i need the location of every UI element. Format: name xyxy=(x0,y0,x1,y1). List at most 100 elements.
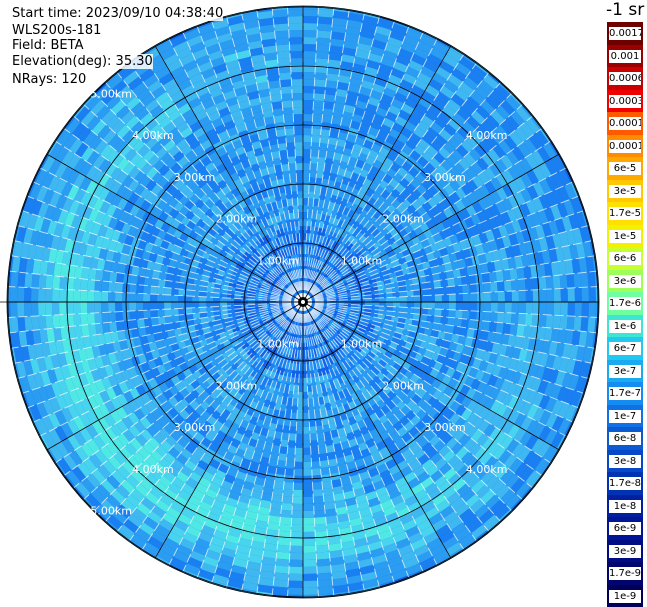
range-gate-cell xyxy=(271,357,278,365)
range-gate-cell xyxy=(259,570,275,580)
range-gate-cell xyxy=(402,519,417,532)
range-gate-cell xyxy=(171,459,185,472)
range-gate-cell xyxy=(215,523,230,535)
range-gate-cell xyxy=(401,328,411,337)
range-gate-cell xyxy=(289,319,294,327)
range-gate-cell xyxy=(293,482,303,490)
range-gate-cell xyxy=(280,86,293,95)
range-gate-cell xyxy=(378,302,386,307)
range-gate-cell xyxy=(498,366,509,380)
range-gate-cell xyxy=(331,339,338,347)
range-gate-cell xyxy=(508,357,519,371)
range-gate-cell xyxy=(10,286,18,302)
range-gate-cell xyxy=(539,302,547,315)
range-gate-cell xyxy=(349,474,362,484)
range-gate-cell xyxy=(59,276,68,290)
range-gate-cell xyxy=(330,348,337,356)
range-gate-cell xyxy=(324,87,337,96)
range-gate-cell xyxy=(330,556,345,566)
range-gate-cell xyxy=(108,311,116,323)
range-gate-cell xyxy=(322,108,334,117)
range-gate-cell xyxy=(369,358,379,367)
range-gate-cell xyxy=(122,302,130,312)
range-gate-cell xyxy=(24,287,32,302)
range-gate-cell xyxy=(243,451,254,461)
range-gate-cell xyxy=(303,16,318,24)
range-gate-cell xyxy=(279,403,287,412)
range-gate-cell xyxy=(102,322,111,334)
range-gate-cell xyxy=(290,58,303,66)
range-gate-cell xyxy=(400,375,410,386)
range-gate-cell xyxy=(309,419,317,427)
range-gate-cell xyxy=(186,556,203,569)
range-gate-cell xyxy=(242,363,251,372)
range-gate-cell xyxy=(425,464,439,477)
range-gate-cell xyxy=(163,452,176,465)
range-gate-cell xyxy=(375,440,387,451)
range-gate-cell xyxy=(309,163,318,171)
range-gate-cell xyxy=(372,375,382,385)
range-gate-cell xyxy=(270,501,282,510)
range-gate-cell xyxy=(384,549,401,561)
range-gate-cell xyxy=(492,445,507,460)
range-gate-cell xyxy=(333,315,341,321)
range-gate-cell xyxy=(503,453,518,469)
range-gate-cell xyxy=(281,502,293,511)
range-gate-cell xyxy=(427,288,435,296)
range-gate-cell xyxy=(404,318,413,326)
range-gate-cell xyxy=(325,444,335,454)
range-gate-cell xyxy=(313,495,325,504)
range-gate-cell xyxy=(223,540,238,552)
range-gate-cell xyxy=(335,506,348,516)
range-gate-cell xyxy=(403,556,420,569)
range-gate-cell xyxy=(313,100,325,109)
range-gate-cell xyxy=(475,465,490,480)
range-gate-cell xyxy=(299,363,303,371)
range-gate-cell xyxy=(303,426,310,434)
range-gate-cell xyxy=(315,316,322,323)
range-gate-cell xyxy=(355,389,364,399)
range-gate-cell xyxy=(109,271,118,283)
range-gate-cell xyxy=(303,566,318,574)
range-gate-cell xyxy=(454,318,463,327)
range-gate-cell xyxy=(291,524,303,532)
range-gate-cell xyxy=(450,497,466,511)
range-gate-cell xyxy=(280,353,286,361)
range-gate-cell xyxy=(94,302,102,313)
range-gate-cell xyxy=(484,341,494,353)
range-gate-cell xyxy=(294,135,303,143)
range-gate-cell xyxy=(570,390,582,407)
range-gate-cell xyxy=(324,327,331,334)
range-gate-cell xyxy=(283,177,291,186)
range-gate-cell xyxy=(502,323,511,335)
range-gate-cell xyxy=(404,471,417,483)
range-gate-cell xyxy=(485,474,500,490)
range-gate-cell xyxy=(564,404,577,422)
range-gate-cell xyxy=(321,337,327,345)
range-gate-cell xyxy=(287,447,296,455)
range-gate-cell xyxy=(293,475,303,483)
range-gate-cell xyxy=(108,302,116,313)
range-gate-cell xyxy=(216,367,226,377)
range-gate-cell xyxy=(308,405,315,413)
range-gate-cell xyxy=(178,302,186,309)
range-gate-cell xyxy=(463,437,477,452)
range-gate-cell xyxy=(334,326,342,333)
range-gate-cell xyxy=(108,291,116,302)
range-gate-cell xyxy=(397,483,411,495)
range-gate-cell xyxy=(333,369,341,378)
range-gate-cell xyxy=(38,302,46,316)
range-gate-cell xyxy=(276,135,287,144)
range-gate-cell xyxy=(337,463,348,473)
range-gate-cell xyxy=(238,464,250,475)
range-gate-cell xyxy=(339,382,347,391)
range-gate-cell xyxy=(303,405,309,413)
range-gate-cell xyxy=(223,503,237,515)
range-gate-cell xyxy=(342,447,353,457)
range-gate-cell xyxy=(286,397,293,406)
range-gate-cell xyxy=(471,524,488,539)
range-gate-cell xyxy=(262,485,274,495)
range-gate-cell xyxy=(400,550,417,563)
range-gate-cell xyxy=(278,453,287,462)
range-gate-cell xyxy=(510,312,519,325)
